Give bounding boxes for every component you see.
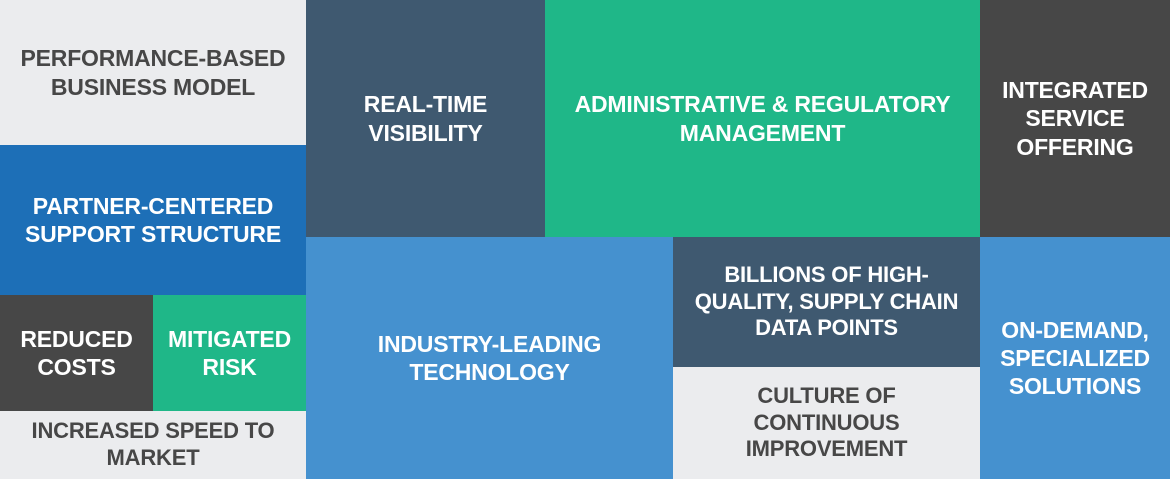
tile-label: CULTURE OF CONTINUOUS IMPROVEMENT [745,382,908,462]
tile-culture-of-continuous-improvement: CULTURE OF CONTINUOUS IMPROVEMENT [673,367,980,479]
tile-billions-of-data-points: BILLIONS OF HIGH- QUALITY, SUPPLY CHAIN … [673,237,980,367]
tile-reduced-costs: REDUCED COSTS [0,295,153,411]
tile-label: INTEGRATED SERVICE OFFERING [1002,77,1148,160]
tile-label: REDUCED COSTS [20,325,133,380]
tile-label: ON-DEMAND, SPECIALIZED SOLUTIONS [1000,316,1150,400]
tile-industry-leading-technology: INDUSTRY-LEADING TECHNOLOGY [306,237,673,479]
tile-performance-based-business-model: PERFORMANCE-BASED BUSINESS MODEL [0,0,306,145]
tile-on-demand-specialized-solutions: ON-DEMAND, SPECIALIZED SOLUTIONS [980,237,1170,479]
tile-label: MITIGATED RISK [168,325,291,380]
tile-increased-speed-to-market: INCREASED SPEED TO MARKET [0,411,306,479]
tile-real-time-visibility: REAL-TIME VISIBILITY [306,0,545,237]
tile-label: BILLIONS OF HIGH- QUALITY, SUPPLY CHAIN … [694,261,959,341]
tile-label: ADMINISTRATIVE & REGULATORY MANAGEMENT [574,91,951,146]
tile-label: PERFORMANCE-BASED BUSINESS MODEL [20,45,286,100]
tile-integrated-service-offering: INTEGRATED SERVICE OFFERING [980,0,1170,237]
tile-administrative-regulatory-management: ADMINISTRATIVE & REGULATORY MANAGEMENT [545,0,980,237]
tile-partner-centered-support-structure: PARTNER-CENTERED SUPPORT STRUCTURE [0,145,306,295]
tile-label: INDUSTRY-LEADING TECHNOLOGY [377,330,602,385]
tile-mitigated-risk: MITIGATED RISK [153,295,306,411]
tile-label: REAL-TIME VISIBILITY [363,91,488,146]
tile-label: PARTNER-CENTERED SUPPORT STRUCTURE [24,192,281,247]
tile-label: INCREASED SPEED TO MARKET [31,418,275,470]
